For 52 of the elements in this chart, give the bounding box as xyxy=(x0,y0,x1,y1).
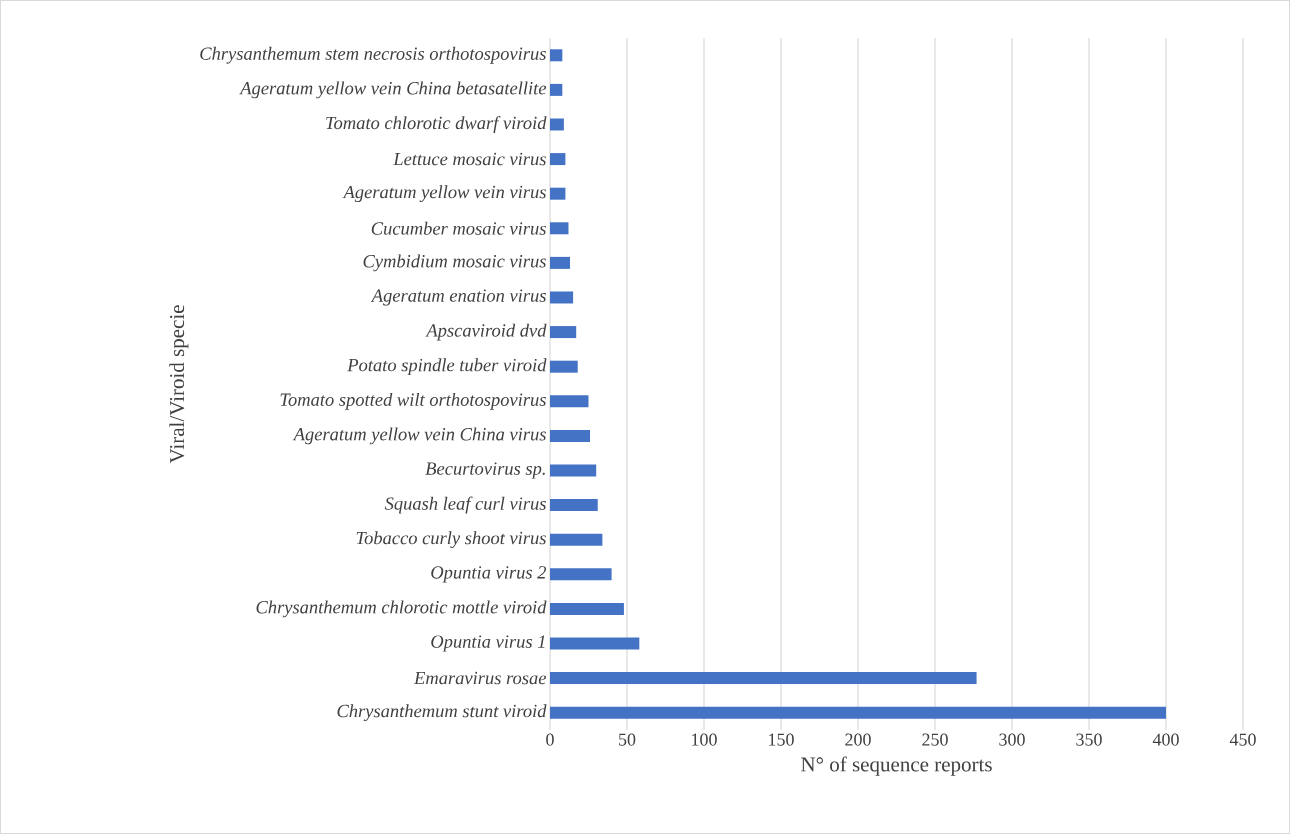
bar xyxy=(550,326,577,339)
bar xyxy=(550,395,589,408)
bar xyxy=(550,256,571,269)
bar xyxy=(550,568,612,581)
x-tick-label: 100 xyxy=(692,733,717,746)
bar xyxy=(550,706,1166,719)
y-tick-label: Cymbidium mosaic virus xyxy=(363,254,546,272)
y-tick-label: Opuntia virus 2 xyxy=(431,566,547,583)
bar xyxy=(550,49,563,62)
y-tick-label: Ageratum yellow vein China betasatellite xyxy=(239,81,547,99)
y-tick-label: Squash leaf curl virus xyxy=(384,496,546,514)
bar xyxy=(550,464,597,477)
bar xyxy=(550,153,566,166)
y-tick-label: Cucumber mosaic virus xyxy=(371,221,546,235)
bar xyxy=(550,291,574,304)
y-tick-label: Tobacco curly shoot virus xyxy=(356,531,546,549)
x-tick-label: 0 xyxy=(546,733,554,746)
y-tick-label: Tomato chlorotic dwarf viroid xyxy=(326,116,547,133)
bar xyxy=(550,672,977,685)
y-tick-label: Becurtovirus sp. xyxy=(425,462,545,479)
x-tick-label: 350 xyxy=(1076,733,1102,746)
y-tick-label: Chrysanthemum chlorotic mottle viroid xyxy=(256,600,547,618)
bar xyxy=(550,360,578,373)
x-tick-label: 50 xyxy=(619,733,636,746)
x-tick-label: 450 xyxy=(1229,733,1256,746)
y-tick-label: Ageratum yellow vein virus xyxy=(342,185,546,203)
x-tick-label: 150 xyxy=(769,733,794,746)
bar xyxy=(550,83,563,96)
x-tick-label: 250 xyxy=(922,733,948,746)
bar xyxy=(550,499,598,512)
y-tick-label: Chrysanthemum stem necrosis orthotospovirus xyxy=(200,46,546,64)
bar xyxy=(550,637,640,650)
x-tick-label: 200 xyxy=(845,733,871,746)
y-tick-label: Chrysanthemum stunt viroid xyxy=(337,704,547,722)
x-tick-label: 300 xyxy=(999,733,1025,746)
bar xyxy=(550,533,603,546)
y-axis-title: Viral/Viroid specie xyxy=(169,305,189,464)
y-tick-label: Tomato spotted wilt orthotospovirus xyxy=(280,392,546,410)
bar xyxy=(550,222,569,235)
x-tick-label: 400 xyxy=(1152,733,1179,746)
bar xyxy=(550,602,624,615)
bar xyxy=(550,118,564,131)
y-tick-label: Emaravirus rosae xyxy=(413,671,547,685)
y-tick-label: Lettuce mosaic virus xyxy=(393,152,546,166)
y-tick-label: Ageratum enation virus xyxy=(370,289,546,306)
x-axis-title: N° of sequence reports xyxy=(801,756,992,776)
y-tick-label: Apscaviroid dvd xyxy=(425,323,547,341)
bar xyxy=(550,429,591,442)
y-tick-label: Ageratum yellow vein China virus xyxy=(292,427,546,445)
y-tick-label: Potato spindle tuber viroid xyxy=(347,358,547,376)
bar xyxy=(550,187,566,200)
y-tick-label: Opuntia virus 1 xyxy=(431,635,545,652)
